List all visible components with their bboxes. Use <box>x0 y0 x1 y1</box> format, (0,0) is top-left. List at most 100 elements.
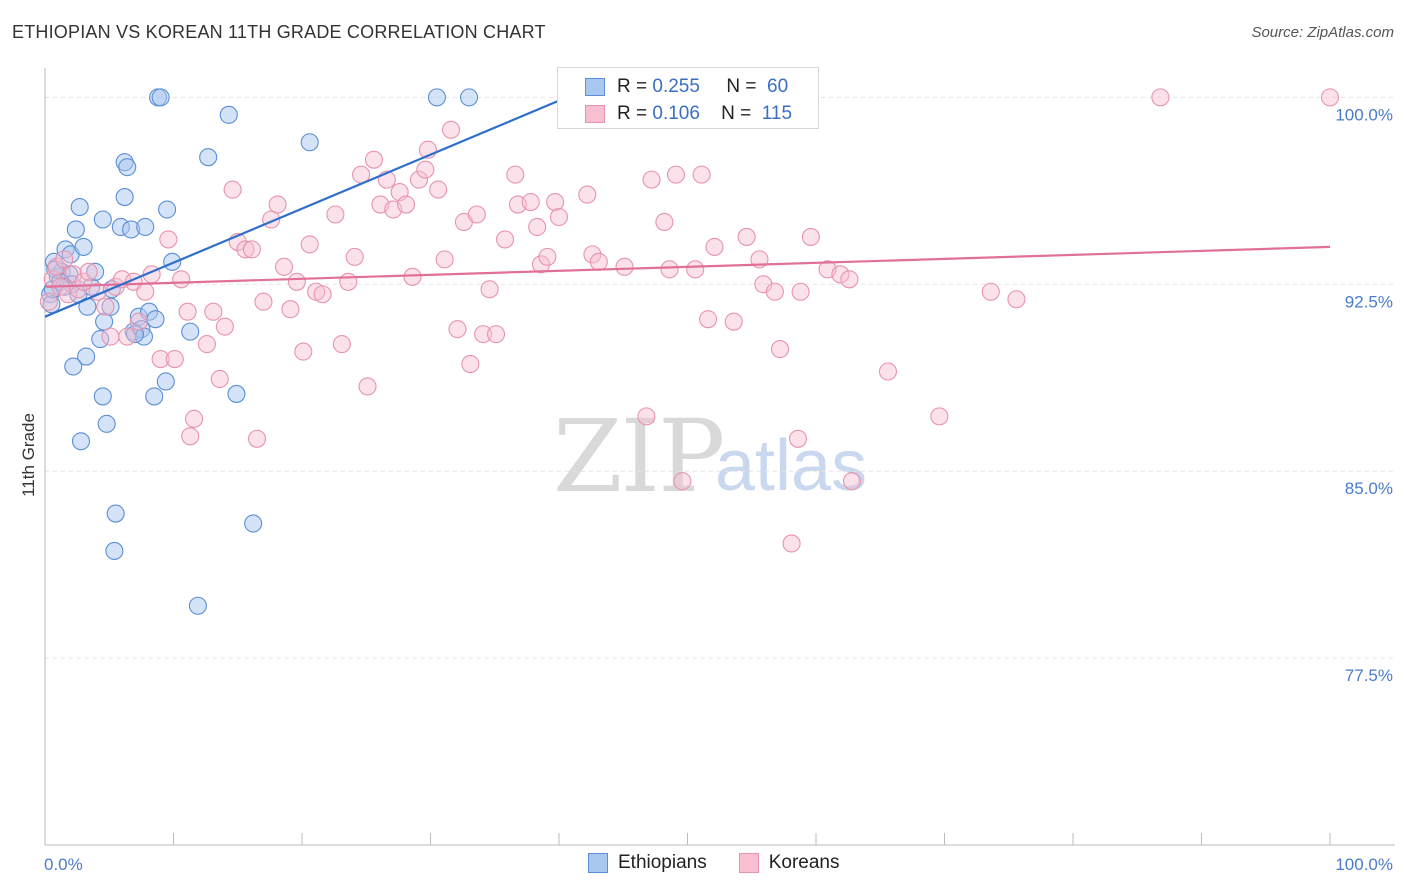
ethiopian-point <box>77 347 96 366</box>
korean-point <box>480 280 499 299</box>
legend-item-koreans[interactable]: Koreans <box>738 852 840 874</box>
ethiopians-swatch <box>585 77 605 96</box>
korean-point <box>287 272 306 291</box>
korean-point <box>185 409 204 428</box>
korean-point <box>159 230 178 249</box>
korean-point <box>615 257 634 276</box>
korean-point <box>692 165 711 184</box>
korean-point <box>724 312 743 331</box>
legend-r-value: 0.255 <box>652 75 700 97</box>
source-label: Source: ZipAtlas.com <box>1251 24 1394 41</box>
ethiopian-point <box>74 237 93 256</box>
ethiopian-point <box>118 158 137 177</box>
korean-point <box>300 235 319 254</box>
korean-point <box>655 212 674 232</box>
legend-n-label: N = <box>726 75 757 97</box>
ethiopian-point <box>156 372 175 391</box>
korean-point <box>165 349 184 369</box>
series-legend: Ethiopians Koreans <box>588 852 872 874</box>
korean-point <box>660 260 679 279</box>
korean-point <box>197 335 216 354</box>
legend-n-value: 60 <box>767 75 789 97</box>
korean-point <box>770 340 790 359</box>
korean-point <box>788 429 808 448</box>
korean-point <box>397 195 416 214</box>
y-tick-label: 100.0% <box>1335 105 1393 124</box>
korean-point <box>782 534 801 553</box>
watermark-zip: ZIP <box>553 398 725 515</box>
chart-title: ETHIOPIAN VS KOREAN 11TH GRADE CORRELATI… <box>12 22 546 42</box>
korean-point <box>578 185 597 204</box>
korean-point <box>506 165 525 184</box>
ethiopian-point <box>93 387 112 406</box>
ethiopian-point <box>199 148 218 167</box>
legend-r-label: R = <box>617 75 648 97</box>
korean-point <box>254 292 273 311</box>
korean-point <box>448 320 467 339</box>
y-tick-label: 85.0% <box>1345 479 1393 498</box>
korean-point <box>332 335 351 354</box>
ethiopian-point <box>146 310 165 329</box>
korean-point <box>409 170 428 189</box>
korean-point <box>435 250 454 269</box>
ethiopian-point <box>151 88 170 107</box>
ethiopian-point <box>66 220 85 239</box>
korean-point <box>358 377 377 396</box>
ethiopian-point <box>105 541 124 560</box>
legend-item-ethiopians[interactable]: Ethiopians <box>588 852 707 874</box>
korean-point <box>178 302 197 321</box>
ethiopians-trend-line <box>44 96 568 318</box>
legend-n-value: 115 <box>761 102 793 124</box>
ethiopian-point <box>86 262 105 281</box>
ethiopian-point <box>188 596 207 615</box>
ethiopians-points <box>41 88 479 615</box>
korean-point <box>442 120 461 139</box>
korean-point <box>151 349 170 369</box>
y-axis-label: 11th Grade <box>19 413 38 497</box>
y-tick-label: 92.5% <box>1345 292 1393 311</box>
ethiopian-point <box>95 312 114 331</box>
correlation-legend: R = 0.255 N = 60 R = 0.106 N = 115 <box>557 67 819 129</box>
korean-point <box>129 312 148 331</box>
korean-point <box>801 227 820 246</box>
korean-point <box>673 472 692 491</box>
axes <box>44 68 1395 846</box>
ethiopian-point <box>158 200 177 219</box>
koreans-legend-label: Koreans <box>768 852 840 873</box>
korean-point <box>313 285 332 304</box>
korean-point <box>538 247 557 266</box>
ethiopian-point <box>97 414 116 433</box>
korean-point <box>842 472 862 491</box>
korean-point <box>686 260 705 279</box>
ethiopian-point <box>71 432 91 451</box>
korean-point <box>416 160 435 179</box>
korean-point <box>326 205 345 224</box>
ethiopians-legend-swatch <box>588 853 608 873</box>
korean-point <box>878 362 898 381</box>
korean-point <box>637 407 656 426</box>
korean-point <box>791 282 810 301</box>
ethiopian-point <box>244 514 263 533</box>
koreans-trend-line <box>44 245 1331 288</box>
korean-point <box>281 300 300 319</box>
korean-point <box>583 245 602 264</box>
korean-point <box>345 247 364 266</box>
korean-point <box>79 262 98 281</box>
korean-point <box>223 180 242 199</box>
legend-n-label: N = <box>721 102 752 124</box>
korean-point <box>831 265 850 284</box>
korean-point <box>461 354 480 374</box>
korean-point <box>96 297 115 316</box>
korean-point <box>429 180 448 199</box>
legend-row-ethiopians: R = 0.255 N = 60 <box>558 73 788 100</box>
korean-point <box>403 267 422 286</box>
ethiopian-point <box>181 322 200 341</box>
korean-point <box>294 342 313 361</box>
korean-point <box>642 170 661 189</box>
watermark-atlas: atlas <box>715 426 868 506</box>
ethiopian-point <box>219 105 238 124</box>
koreans-points <box>39 88 1340 553</box>
ethiopian-point <box>136 217 155 237</box>
korean-point <box>521 192 540 212</box>
